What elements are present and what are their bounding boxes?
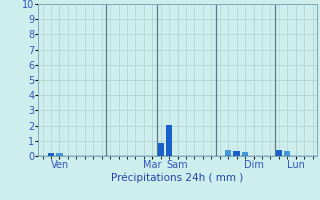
Bar — [225, 150, 231, 156]
Bar — [276, 150, 282, 156]
Bar — [234, 151, 240, 156]
Bar — [166, 125, 172, 156]
X-axis label: Précipitations 24h ( mm ): Précipitations 24h ( mm ) — [111, 173, 244, 183]
Bar — [56, 153, 63, 156]
Bar — [48, 153, 54, 156]
Bar — [242, 152, 248, 156]
Bar — [284, 151, 291, 156]
Bar — [157, 143, 164, 156]
